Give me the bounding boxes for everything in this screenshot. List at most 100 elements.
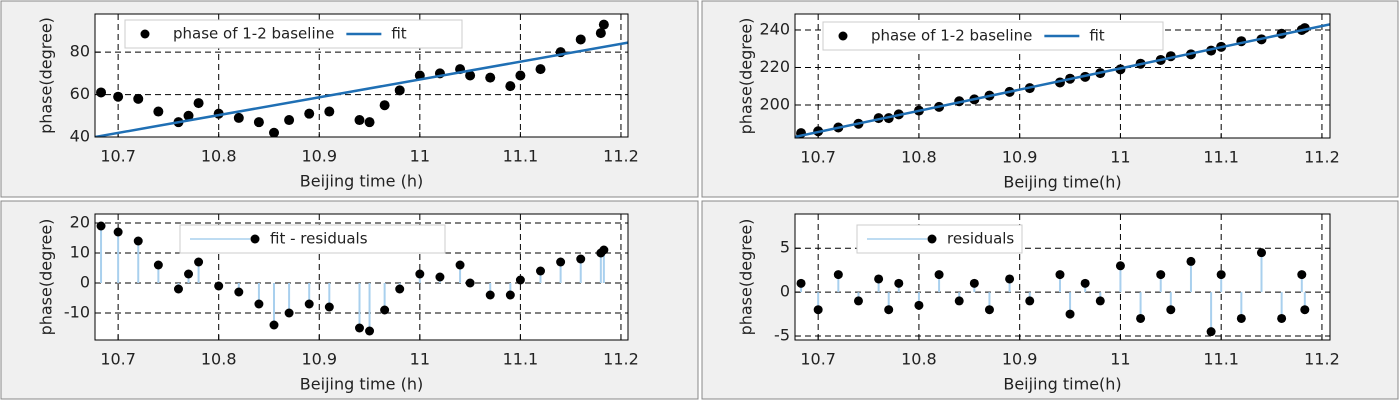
marker <box>254 299 264 309</box>
y-tick-label: 40 <box>70 127 90 146</box>
marker <box>394 85 405 96</box>
y-tick-label: 10 <box>70 243 90 262</box>
y-axis-label: phase(degree) <box>37 219 56 336</box>
marker <box>796 278 806 288</box>
marker <box>96 221 106 231</box>
marker <box>193 98 204 109</box>
x-tick-label: 11.1 <box>503 147 539 166</box>
marker <box>535 64 546 75</box>
x-tick-label: 10.9 <box>301 147 337 166</box>
marker <box>1156 270 1166 280</box>
y-tick-label: 200 <box>759 94 790 113</box>
legend-label: fit <box>391 25 406 43</box>
marker <box>113 91 124 102</box>
marker <box>354 323 364 333</box>
x-tick-label: 10.8 <box>201 147 237 166</box>
marker <box>536 266 546 276</box>
x-axis-label: Beijing time (h) <box>300 375 423 394</box>
marker <box>365 326 375 336</box>
marker <box>1236 313 1246 323</box>
marker <box>133 93 144 104</box>
marker <box>505 81 516 92</box>
marker <box>304 299 314 309</box>
marker <box>234 287 244 297</box>
x-tick-label: 11 <box>1110 350 1130 369</box>
y-tick-label: 220 <box>759 57 790 76</box>
marker <box>505 290 515 300</box>
marker <box>485 72 496 83</box>
plot-marks <box>796 248 1310 337</box>
x-tick-label: 11.1 <box>1203 148 1239 167</box>
marker <box>894 278 904 288</box>
marker <box>874 274 884 284</box>
y-tick-label: 240 <box>759 19 790 38</box>
x-tick-label: 10.7 <box>800 148 836 167</box>
fit-line <box>795 23 1330 138</box>
x-tick-label: 10.8 <box>901 350 937 369</box>
marker <box>1166 305 1176 315</box>
marker <box>485 290 495 300</box>
x-tick-label: 11.1 <box>503 350 539 369</box>
marker <box>153 106 164 117</box>
axes-box <box>794 213 1331 341</box>
marker <box>595 28 606 39</box>
marker <box>833 270 843 280</box>
marker <box>515 70 526 81</box>
marker <box>96 87 107 98</box>
marker <box>194 257 204 267</box>
marker <box>153 260 163 270</box>
marker <box>1256 248 1266 258</box>
x-tick-label: 11.2 <box>603 147 639 166</box>
marker <box>813 305 823 315</box>
marker <box>284 308 294 318</box>
x-axis-label: Beijing time (h) <box>300 172 423 191</box>
marker <box>415 269 425 279</box>
x-tick-label: 11.2 <box>1304 148 1340 167</box>
plot-marks <box>96 221 609 336</box>
x-tick-label: 10.9 <box>1002 350 1038 369</box>
y-tick-label: 0 <box>780 282 790 301</box>
y-tick-label: 5 <box>780 238 790 257</box>
x-tick-label: 11 <box>1110 148 1130 167</box>
y-tick-label: 0 <box>80 273 90 292</box>
marker <box>379 100 390 111</box>
axes-box <box>94 13 629 138</box>
marker <box>354 115 365 126</box>
marker <box>969 278 979 288</box>
marker <box>1297 270 1307 280</box>
marker <box>598 19 609 30</box>
marker <box>183 110 194 121</box>
plot-marks <box>795 23 1330 138</box>
marker <box>435 272 445 282</box>
x-tick-label: 11 <box>410 147 430 166</box>
y-axis-label: phase(degree) <box>737 219 756 336</box>
x-tick-label: 11.2 <box>603 350 639 369</box>
y-axis-label: phase(degree) <box>737 18 756 135</box>
x-tick-label: 11.2 <box>1304 350 1340 369</box>
x-tick-label: 10.9 <box>1002 148 1038 167</box>
plot-marks <box>95 19 628 137</box>
fit-line <box>95 41 628 137</box>
legend-box <box>822 21 1164 51</box>
x-tick-label: 10.8 <box>901 148 937 167</box>
x-tick-label: 10.9 <box>301 350 337 369</box>
marker <box>1080 278 1090 288</box>
marker <box>1216 270 1226 280</box>
marker <box>364 117 375 128</box>
marker <box>184 269 194 279</box>
legend-box <box>124 19 463 49</box>
marker <box>1065 309 1075 319</box>
marker <box>133 236 143 246</box>
marker <box>984 305 994 315</box>
legend-label: phase of 1-2 baseline <box>173 25 334 43</box>
marker <box>1115 261 1125 271</box>
axes-box <box>794 13 1331 139</box>
y-tick-label: 60 <box>70 84 90 103</box>
x-tick-label: 10.8 <box>201 350 237 369</box>
x-tick-label: 11.1 <box>1203 350 1239 369</box>
legend-marker <box>250 234 260 244</box>
marker <box>515 275 525 285</box>
marker <box>324 106 335 117</box>
marker <box>380 305 390 315</box>
